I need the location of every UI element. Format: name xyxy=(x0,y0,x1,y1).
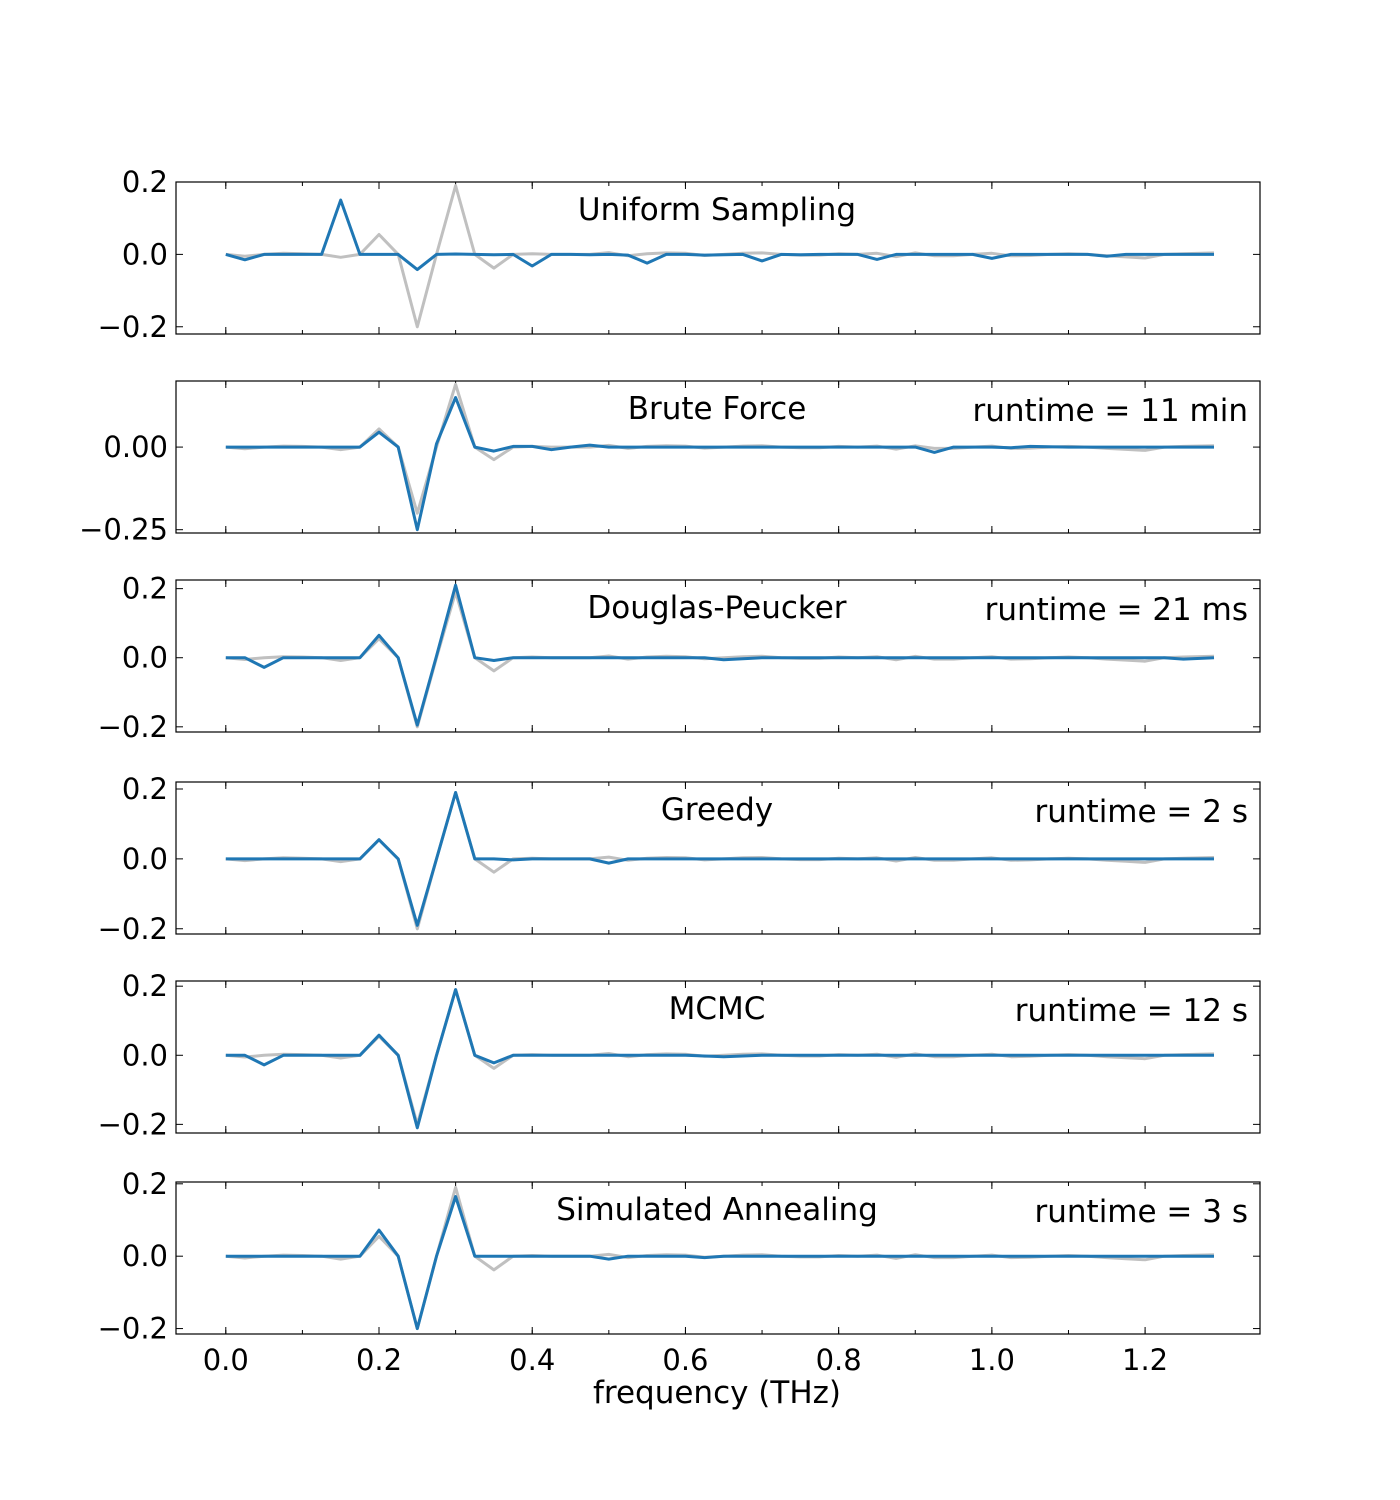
x-tick-label: 1.2 xyxy=(1122,1343,1168,1377)
x-axis-label: frequency (THz) xyxy=(593,1375,841,1411)
y-tick-label: 0.0 xyxy=(122,641,168,675)
x-tick-label: 1.0 xyxy=(969,1343,1015,1377)
runtime-label: runtime = 2 s xyxy=(1035,794,1249,830)
y-tick-label: −0.2 xyxy=(98,1312,168,1346)
panel-5: −0.2 0.0 0.2 MCMC runtime = 12 s xyxy=(98,969,1261,1141)
panel-frame xyxy=(175,181,1261,335)
y-tick-label: 0.00 xyxy=(103,430,168,464)
y-tick-label: 0.0 xyxy=(122,842,168,876)
panel-title: Simulated Annealing xyxy=(556,1192,878,1228)
runtime-label: runtime = 11 min xyxy=(972,393,1248,429)
panel-frame xyxy=(175,579,1261,733)
approximation-series-line xyxy=(225,583,1215,727)
y-tick-label: −0.2 xyxy=(98,1107,168,1141)
y-tick-label: −0.25 xyxy=(79,513,168,547)
panel-title: Douglas-Peucker xyxy=(587,590,846,626)
runtime-label: runtime = 12 s xyxy=(1015,993,1248,1029)
x-axis: 0.0 0.2 0.4 0.6 0.8 1.0 1.2 xyxy=(203,1343,1168,1377)
panel-1: −0.2 0.0 0.2 Uniform Sampling xyxy=(98,165,1261,344)
x-tick-label: 0.4 xyxy=(509,1343,555,1377)
panel-title: Greedy xyxy=(661,792,773,828)
panel-frame xyxy=(175,380,1261,534)
y-tick-label: 0.2 xyxy=(122,572,168,606)
approximation-series-line xyxy=(225,396,1214,532)
y-tick-label: 0.0 xyxy=(122,1239,168,1273)
approximation-series-line xyxy=(225,791,1214,927)
panel-4: −0.2 0.0 0.2 Greedy runtime = 2 s xyxy=(98,772,1261,946)
x-tick-label: 0.6 xyxy=(662,1343,708,1377)
panel-frame xyxy=(175,1181,1261,1335)
y-tick-label: 0.2 xyxy=(122,165,168,199)
approximation-series-line xyxy=(225,988,1214,1130)
y-tick-label: −0.2 xyxy=(98,310,168,344)
panel-title: MCMC xyxy=(669,991,766,1027)
panels: −0.2 0.0 0.2 Uniform Sampling −0.25 0.00 Brute… xyxy=(79,165,1261,1346)
panel-2: −0.25 0.00 Brute Force runtime = 11 min xyxy=(79,380,1261,547)
y-tick-label: −0.2 xyxy=(98,912,168,946)
panel-title: Uniform Sampling xyxy=(578,192,856,228)
runtime-label: runtime = 3 s xyxy=(1035,1194,1249,1230)
y-tick-label: 0.2 xyxy=(122,969,168,1003)
panel-title: Brute Force xyxy=(628,391,807,427)
approximation-series-line xyxy=(225,198,1214,272)
panel-frame xyxy=(175,980,1261,1134)
y-tick-label: −0.2 xyxy=(98,710,168,744)
y-tick-label: 0.0 xyxy=(122,237,168,271)
x-tick-label: 0.8 xyxy=(816,1343,862,1377)
approximation-series-line xyxy=(225,1195,1214,1331)
x-tick-label: 0.0 xyxy=(203,1343,249,1377)
runtime-label: runtime = 21 ms xyxy=(985,592,1248,628)
panel-3: −0.2 0.0 0.2 Douglas-Peucker runtime = 21 ms xyxy=(98,572,1261,744)
y-tick-label: 0.2 xyxy=(122,1167,168,1201)
panel-6: −0.2 0.0 0.2 Simulated Annealing runtime = 3… xyxy=(98,1167,1261,1346)
y-tick-label: 0.0 xyxy=(122,1038,168,1072)
x-tick-label: 0.2 xyxy=(356,1343,402,1377)
panel-frame xyxy=(175,781,1261,935)
y-tick-label: 0.2 xyxy=(122,772,168,806)
